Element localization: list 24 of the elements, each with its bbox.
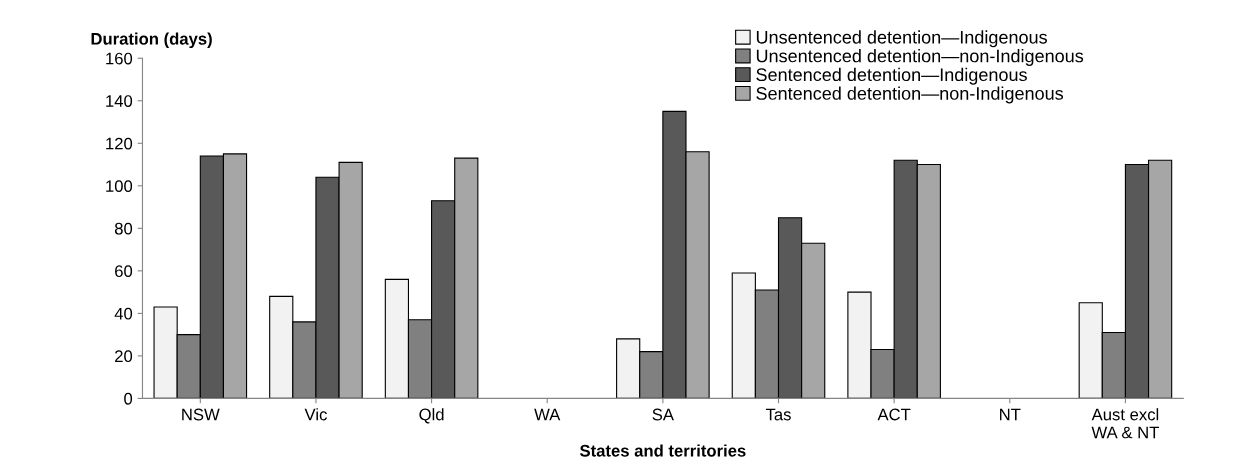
y-tick-label: 20 <box>115 350 133 363</box>
x-tick-label: Vic <box>304 408 327 421</box>
legend-label: Unsentenced detention—non-Indigenous <box>756 49 1084 66</box>
x-tick-label: WA <box>534 408 561 421</box>
y-tick-label: 100 <box>106 180 133 193</box>
x-tick-label: SA <box>652 408 674 421</box>
x-tick-label: Aust excl WA & NT <box>1091 408 1159 439</box>
x-tick-label: ACT <box>877 408 911 421</box>
y-tick-label: 40 <box>114 307 133 320</box>
y-tick-label: 80 <box>114 222 133 235</box>
y-tick-label: 120 <box>106 137 133 150</box>
y-tick-label: 140 <box>106 95 133 107</box>
x-tick-label: NT <box>1000 408 1021 421</box>
y-tick-label: 0 <box>124 392 133 405</box>
legend-label: Sentenced detention—Indigenous <box>756 67 1027 85</box>
x-tick-label: Qld <box>419 408 444 424</box>
legend-label: Unsentenced detention—Indigenous <box>756 30 1047 48</box>
y-axis-title: Duration (days) <box>91 32 212 49</box>
y-tick-label: 60 <box>115 265 133 278</box>
x-tick-label: Tas <box>765 408 791 421</box>
x-axis-title: States and territories <box>579 444 746 457</box>
y-tick-label: 160 <box>106 52 133 65</box>
x-tick-label: NSW <box>182 408 220 421</box>
legend-label: Sentenced detention—non-Indigenous <box>756 86 1064 104</box>
